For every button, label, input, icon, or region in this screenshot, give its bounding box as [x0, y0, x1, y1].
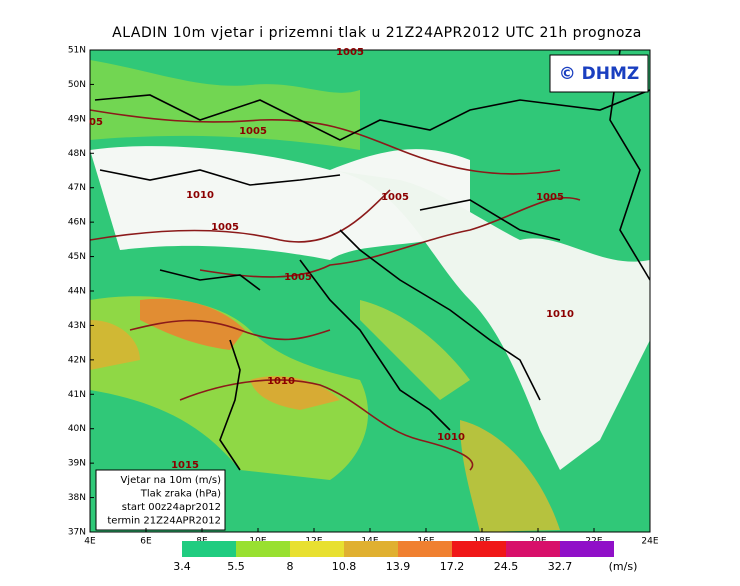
lon-label: 24E	[641, 537, 658, 547]
wind-area	[90, 296, 369, 480]
calm-area	[90, 146, 470, 260]
lat-label: 45N	[68, 252, 86, 262]
map-field	[90, 50, 650, 532]
wind-area	[250, 376, 340, 410]
lat-label: 40N	[68, 424, 86, 434]
lat-label: 50N	[68, 80, 86, 90]
wind-area	[90, 320, 140, 370]
legend-box	[95, 469, 226, 531]
lat-label: 42N	[68, 355, 86, 365]
colorbar-label: 32.7	[548, 560, 573, 573]
colorbar-segment	[344, 541, 398, 557]
colorbar-segment	[452, 541, 506, 557]
isobar-label: 1015	[171, 460, 199, 471]
border-line	[94, 50, 650, 471]
colorbar-label: 10.8	[332, 560, 357, 573]
colorbar-segment	[560, 541, 614, 557]
isobar-label: 1005	[239, 126, 267, 137]
lat-label: 37N	[68, 528, 86, 538]
isobar-label: 1005	[381, 192, 409, 203]
colorbar-segment	[398, 541, 452, 557]
wind-area	[460, 420, 560, 532]
legend-line: Vjetar na 10m (m/s)	[120, 475, 221, 486]
lat-label: 51N	[68, 46, 86, 56]
lat-label: 44N	[68, 287, 86, 297]
isobar-label: 1010	[546, 309, 574, 320]
colorbar-label: 17.2	[440, 560, 465, 573]
isobar-line	[90, 109, 581, 471]
isobar-label: 1010	[267, 376, 295, 387]
lat-label: 47N	[68, 183, 86, 193]
lat-label: 49N	[68, 114, 86, 124]
lon-label: 4E	[84, 537, 96, 547]
legend-line: Tlak zraka (hPa)	[140, 489, 221, 500]
isobar-label: 1005	[284, 272, 312, 283]
isobar-label: 1010	[437, 432, 465, 443]
colorbar-label: 24.5	[494, 560, 519, 573]
wind-area	[360, 300, 470, 400]
colorbar-label: 5.5	[227, 560, 245, 573]
colorbar-segment	[290, 541, 344, 557]
legend-line: start 00z24apr2012	[122, 502, 221, 513]
calm-area	[330, 170, 650, 470]
map-title: ALADIN 10m vjetar i prizemni tlak u 21Z2…	[112, 25, 642, 41]
isobar-label: 1005	[536, 192, 564, 203]
lat-label: 46N	[68, 218, 86, 228]
isobar-label: 05	[89, 117, 103, 128]
colorbar-segment	[236, 541, 290, 557]
strong-wind	[140, 298, 245, 350]
colorbar-label: 13.9	[386, 560, 411, 573]
legend-line: termin 21Z24APR2012	[107, 516, 221, 527]
isobar-label: 1005	[336, 47, 364, 58]
logo: © DHMZ	[559, 64, 640, 84]
colorbar-unit: (m/s)	[609, 560, 638, 573]
wind-area	[90, 60, 360, 150]
lat-label: 43N	[68, 321, 86, 331]
colorbar-label: 8	[287, 560, 294, 573]
lon-label: 6E	[140, 537, 152, 547]
lat-label: 38N	[68, 493, 86, 503]
colorbar-segment	[182, 541, 236, 557]
colorbar-segment	[506, 541, 560, 557]
lat-label: 48N	[68, 149, 86, 159]
isobar-label: 1010	[186, 190, 214, 201]
colorbar-label: 3.4	[173, 560, 191, 573]
isobar-label: 1005	[211, 222, 239, 233]
logo-box	[549, 54, 649, 93]
lat-label: 39N	[68, 459, 86, 469]
lat-label: 41N	[68, 390, 86, 400]
